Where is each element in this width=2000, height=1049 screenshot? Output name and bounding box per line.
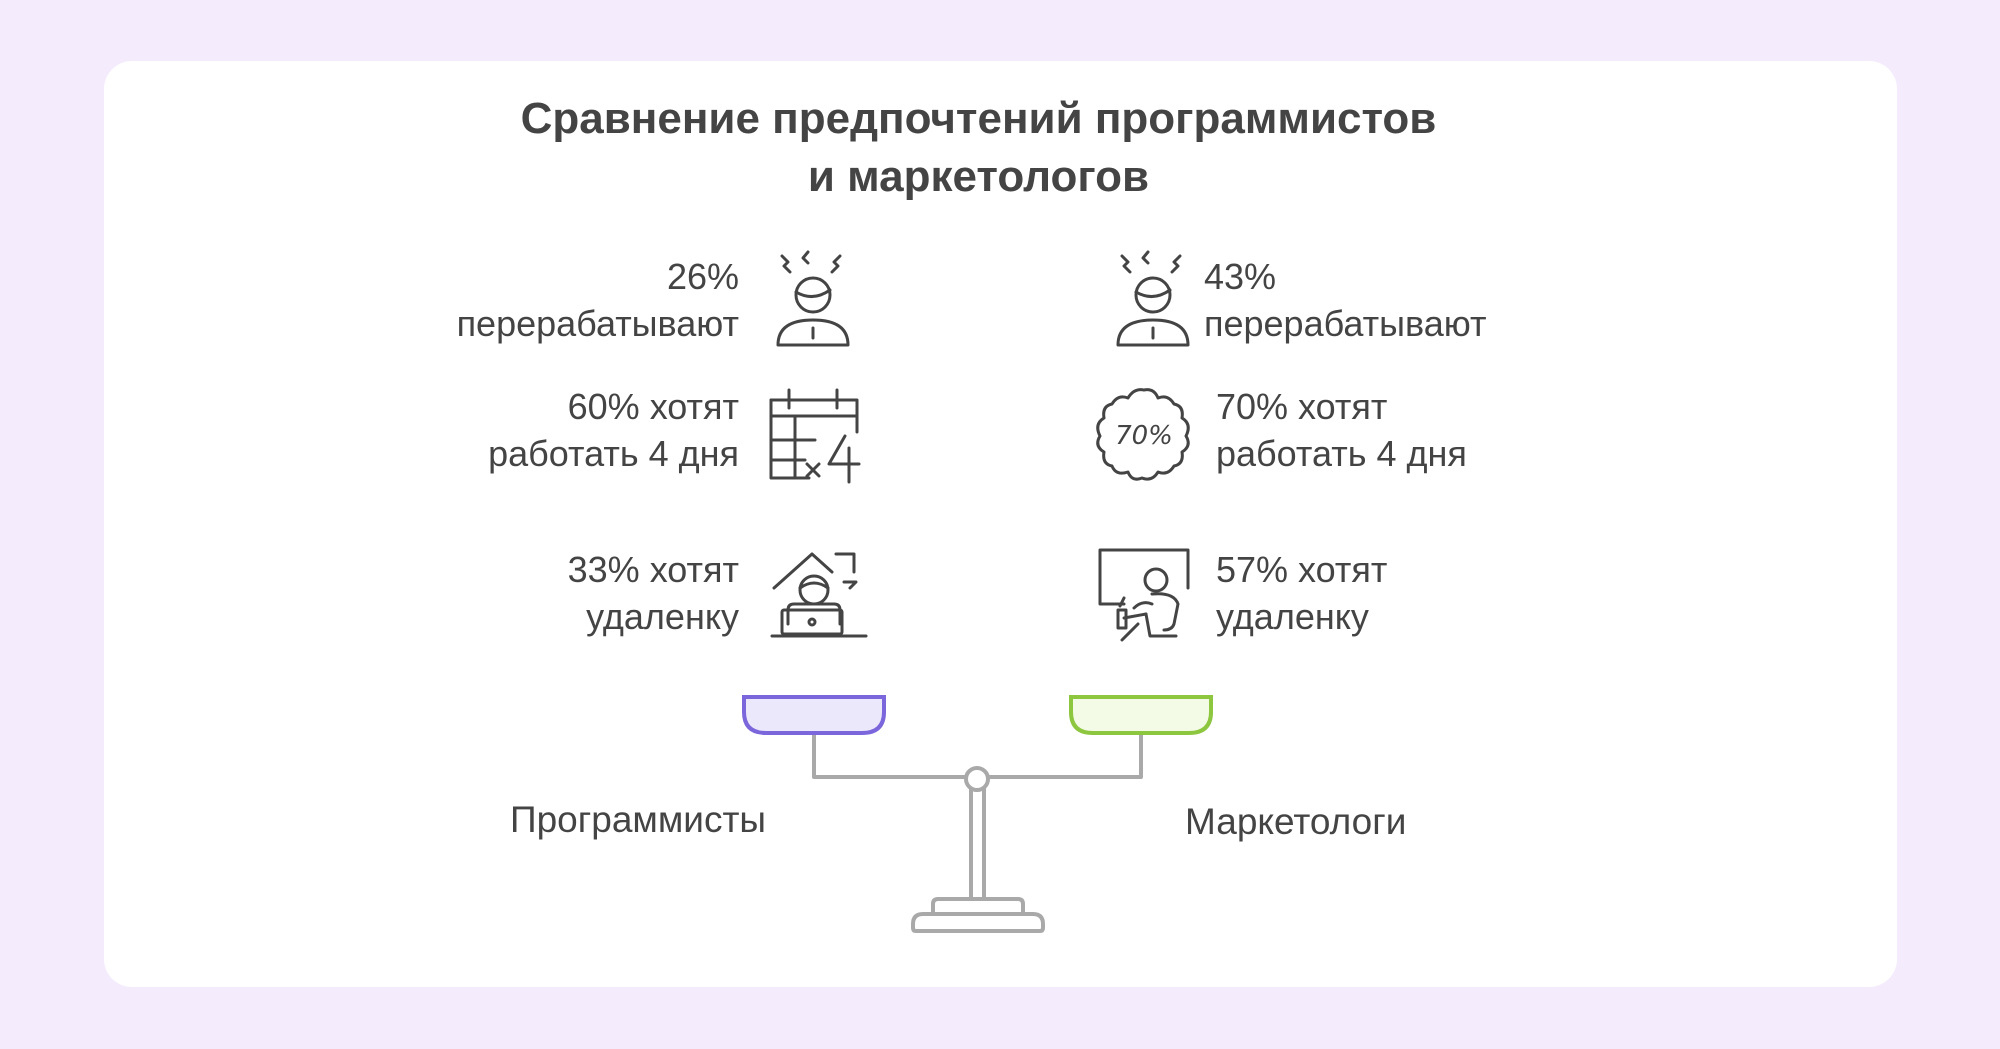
page-title: Сравнение предпочтений программистов и м… <box>0 90 1957 206</box>
right-four-day-text: 70% хотят работать 4 дня <box>1216 386 1467 474</box>
programmers-label: Программисты <box>510 799 766 840</box>
badge-text: 70% <box>1115 421 1173 451</box>
left-four-day-text: 60% хотят работать 4 дня <box>488 386 739 474</box>
stressed-person-icon <box>1116 250 1190 347</box>
title-line-1: Сравнение предпочтений программистов <box>520 94 1437 143</box>
left-overwork-text: 26% перерабатывают <box>456 256 739 344</box>
left-pan <box>742 695 886 735</box>
right-pan <box>1069 695 1213 735</box>
marketers-label: Маркетологи <box>1185 801 1407 842</box>
stressed-person-icon <box>776 250 850 347</box>
calendar-x4-icon <box>769 388 861 484</box>
scale-pivot <box>964 766 990 792</box>
scale-base-plate <box>911 912 1045 933</box>
scale-post <box>969 778 986 902</box>
left-remote-text: 33% хотят удаленку <box>567 549 739 637</box>
title-line-2: и маркетологов <box>807 152 1150 201</box>
right-remote-text: 57% хотят удаленку <box>1216 549 1388 637</box>
infographic-card <box>104 61 1897 987</box>
remote-worker-icon <box>1098 548 1190 642</box>
scale-base <box>931 897 1025 914</box>
right-overwork-text: 43% перерабатывают <box>1204 256 1487 344</box>
badge-70-percent-icon: 70% <box>1096 388 1190 481</box>
home-laptop-icon <box>770 552 868 638</box>
